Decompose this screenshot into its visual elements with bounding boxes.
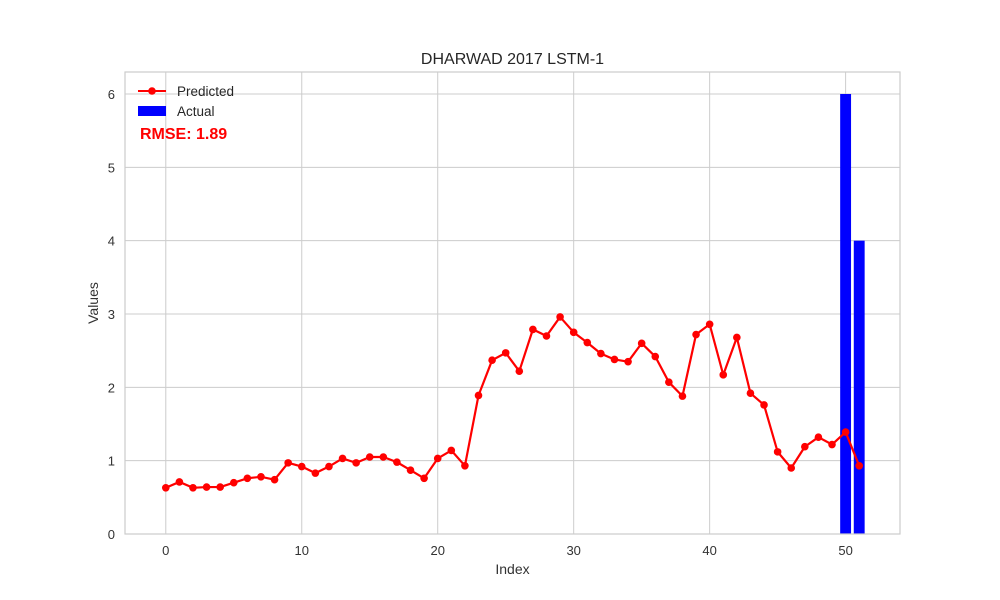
y-tick-label: 5: [108, 160, 115, 175]
predicted-point: [433, 454, 442, 463]
actual-bars: [840, 94, 865, 534]
y-tick-label: 2: [108, 380, 115, 395]
x-tick-label: 20: [430, 543, 444, 558]
predicted-point: [216, 483, 224, 491]
x-tick-label: 10: [295, 543, 309, 558]
y-tick-label: 3: [108, 307, 115, 322]
predicted-point: [583, 338, 592, 347]
predicted-point: [529, 325, 537, 334]
y-tick-labels: 0 1 2 3 4 5 6: [108, 87, 115, 542]
y-tick-label: 0: [108, 527, 115, 542]
predicted-point: [488, 356, 496, 365]
predicted-point: [406, 466, 415, 475]
predicted-point: [501, 349, 510, 357]
predicted-point: [678, 392, 687, 400]
x-tick-label: 30: [566, 543, 580, 558]
predicted-point: [801, 442, 809, 451]
predicted-point: [311, 469, 320, 477]
legend-predicted-marker: [148, 87, 156, 95]
rmse-annotation: RMSE: 1.89: [140, 126, 227, 143]
y-axis-label: Values: [85, 282, 101, 324]
plot-frame: [124, 71, 901, 535]
y-tick-label: 6: [108, 87, 115, 102]
actual-bar: [840, 94, 852, 534]
x-axis-label: Index: [495, 561, 529, 577]
predicted-point: [161, 484, 170, 492]
predicted-point: [379, 453, 388, 461]
predicted-point: [189, 484, 197, 492]
predicted-point: [393, 458, 401, 466]
predicted-point: [175, 478, 184, 486]
x-tick-label: 0: [162, 543, 169, 558]
y-tick-label: 1: [108, 454, 115, 469]
predicted-line: [161, 313, 864, 492]
predicted-point: [556, 313, 564, 321]
predicted-point: [597, 349, 605, 358]
predicted-point: [352, 459, 360, 467]
actual-bar: [853, 240, 865, 534]
predicted-point: [705, 320, 714, 329]
predicted-point: [420, 474, 428, 483]
predicted-point: [284, 459, 292, 467]
predicted-point: [338, 454, 347, 463]
predicted-point: [665, 378, 673, 387]
x-tick-label: 50: [838, 543, 852, 558]
predicted-point: [474, 391, 483, 400]
predicted-point: [733, 333, 741, 342]
predicted-point: [365, 453, 374, 461]
predicted-point: [746, 389, 755, 398]
predicted-point: [542, 332, 551, 340]
predicted-point: [202, 483, 211, 491]
predicted-point: [773, 448, 782, 456]
plot-area: [125, 72, 900, 534]
chart-title: DHARWAD 2017 LSTM-1: [421, 51, 604, 68]
predicted-point: [692, 330, 700, 339]
predicted-point: [855, 462, 864, 470]
predicted-point: [325, 462, 333, 471]
y-tick-label: 4: [108, 234, 115, 249]
legend-predicted-label: Predicted: [177, 84, 234, 99]
predicted-point: [461, 462, 469, 470]
predicted-point: [787, 464, 796, 472]
predicted-point: [828, 440, 836, 449]
predicted-point: [624, 357, 632, 366]
predicted-point: [719, 371, 728, 379]
predicted-point: [257, 473, 265, 481]
predicted-series-line: [165, 315, 861, 489]
legend-actual-label: Actual: [177, 104, 215, 119]
predicted-point: [651, 352, 660, 361]
predicted-point: [637, 339, 646, 348]
predicted-point: [270, 475, 279, 484]
predicted-point: [297, 462, 306, 471]
x-tick-label: 40: [702, 543, 716, 558]
predicted-point: [229, 478, 238, 487]
predicted-point: [243, 474, 252, 483]
legend: Predicted Actual: [138, 84, 234, 119]
predicted-point: [569, 328, 578, 337]
predicted-point: [610, 355, 619, 364]
predicted-point: [814, 433, 823, 442]
predicted-point: [841, 428, 850, 436]
legend-actual-swatch: [138, 106, 166, 116]
predicted-point: [515, 367, 524, 376]
x-tick-labels: 0 10 20 30 40 50: [162, 543, 853, 558]
predicted-point: [447, 446, 456, 455]
predicted-point: [760, 401, 768, 409]
